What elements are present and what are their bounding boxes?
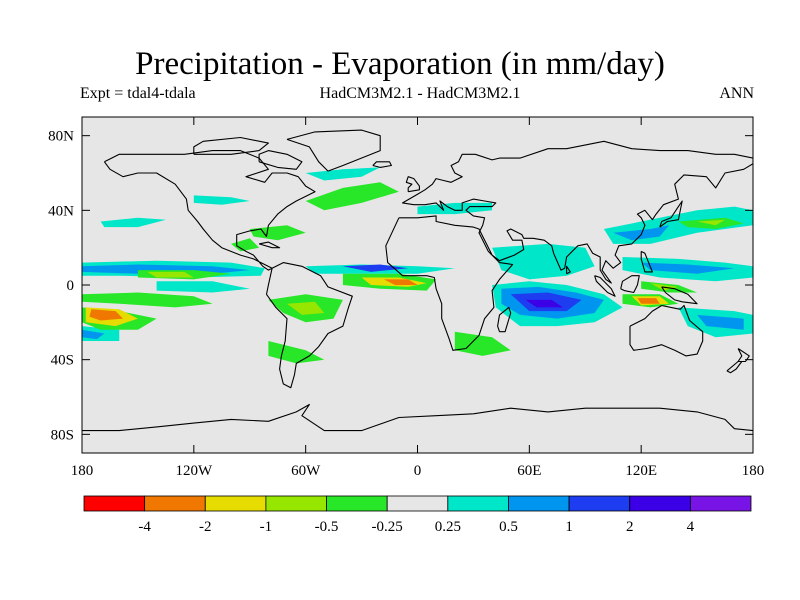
pe-region-29 bbox=[287, 301, 325, 315]
lat-tick-label: 0 bbox=[67, 278, 75, 294]
colorbar-label: 2 bbox=[626, 519, 634, 535]
pe-region-31 bbox=[249, 225, 306, 241]
lat-tick-label: 40N bbox=[48, 203, 74, 219]
coast-new-zealand-south bbox=[726, 360, 743, 374]
model-label: HadCM3M2.1 - HadCM3M2.1 bbox=[319, 85, 521, 102]
colorbar-label: -4 bbox=[138, 519, 151, 535]
colorbar: -4 -2 -1 -0.5 -0.25 0.25 0.5 1 2 4 bbox=[83, 495, 752, 535]
colorbar-label: -0.5 bbox=[315, 519, 339, 535]
colorbar-label: 4 bbox=[687, 519, 695, 535]
coast-sumatra bbox=[594, 275, 616, 297]
colorbar-label: -1 bbox=[260, 519, 273, 535]
coast-north-america bbox=[103, 150, 316, 271]
period-label: ANN bbox=[719, 85, 754, 102]
coast-madagascar bbox=[497, 306, 512, 333]
lon-tick-label: 180 bbox=[742, 463, 765, 479]
page-title: Precipitation - Evaporation (in mm/day) bbox=[135, 46, 665, 82]
pe-region-38 bbox=[637, 298, 660, 304]
coast-borneo bbox=[620, 275, 640, 294]
colorbar-label: -2 bbox=[199, 519, 212, 535]
lat-tick-label: 40S bbox=[51, 353, 74, 369]
pe-region-17 bbox=[82, 329, 105, 340]
lon-tick-label: 120E bbox=[625, 463, 657, 479]
colorbar-swatch bbox=[629, 495, 691, 512]
colorbar-swatch bbox=[447, 495, 509, 512]
coast-baffin bbox=[258, 150, 303, 170]
lon-tick-label: 60E bbox=[517, 463, 541, 479]
pe-region-40 bbox=[697, 219, 725, 226]
colorbar-swatch bbox=[508, 495, 570, 512]
coast-new-guinea bbox=[661, 286, 698, 305]
colorbar-swatch bbox=[568, 495, 631, 512]
lon-tick-label: 120W bbox=[175, 463, 213, 479]
colorbar-swatch bbox=[386, 495, 449, 512]
pe-region-25 bbox=[89, 309, 123, 321]
pe-region-30 bbox=[305, 182, 399, 211]
pe-region-18 bbox=[100, 217, 166, 228]
pe-region-35 bbox=[454, 331, 511, 356]
colorbar-swatch bbox=[326, 495, 388, 512]
coast-philippines bbox=[640, 250, 653, 273]
pe-region-20 bbox=[305, 167, 381, 181]
coast-britain bbox=[405, 176, 420, 193]
colorbar-swatch bbox=[204, 495, 267, 512]
coast-antarctica bbox=[82, 403, 753, 432]
coast-sri-lanka bbox=[566, 265, 571, 275]
colorbar-label: 0.5 bbox=[499, 519, 518, 535]
coast-cuba bbox=[258, 241, 281, 249]
coast-afro-eurasia bbox=[385, 140, 753, 351]
colorbar-swatch bbox=[83, 495, 146, 512]
coast-japan bbox=[659, 200, 683, 228]
pe-region-2 bbox=[156, 281, 250, 293]
experiment-label: Expt = tdal4-tdala bbox=[80, 85, 196, 102]
colorbar-label: 1 bbox=[565, 519, 573, 535]
colorbar-label: -0.25 bbox=[372, 519, 403, 535]
pe-region-7 bbox=[613, 225, 670, 241]
colorbar-label: 0.25 bbox=[435, 519, 461, 535]
lon-tick-label: 180 bbox=[71, 463, 94, 479]
lat-tick-label: 80N bbox=[48, 129, 74, 145]
pe-region-13 bbox=[525, 299, 563, 308]
coast-arctic-islands bbox=[193, 136, 269, 155]
pe-region-44 bbox=[231, 238, 260, 252]
pe-region-19 bbox=[417, 202, 493, 215]
lat-tick-label: 80S bbox=[51, 427, 74, 443]
pe-field-layer bbox=[82, 167, 753, 364]
pe-region-9 bbox=[641, 262, 735, 274]
lon-tick-label: 60W bbox=[291, 463, 321, 479]
colorbar-swatch bbox=[265, 495, 327, 512]
coast-iceland bbox=[372, 161, 392, 168]
pe-region-41 bbox=[268, 341, 325, 364]
pe-region-34 bbox=[383, 279, 418, 285]
pe-region-15 bbox=[697, 314, 744, 330]
pe-region-27 bbox=[147, 271, 194, 278]
colorbar-swatch bbox=[689, 495, 752, 512]
pe-region-21 bbox=[193, 195, 250, 205]
coast-south-america bbox=[265, 262, 353, 389]
colorbar-swatch bbox=[144, 495, 206, 512]
coastline-layer bbox=[82, 129, 753, 432]
coast-greenland bbox=[286, 129, 381, 172]
map-axes: 80N 40N 0 40S 80S 180 120W 60W 0 60E 120E 180 bbox=[48, 117, 764, 479]
coast-australia bbox=[629, 304, 704, 357]
pe-region-1 bbox=[82, 264, 250, 274]
lon-tick-label: 0 bbox=[414, 463, 422, 479]
pe-region-22 bbox=[82, 292, 213, 308]
